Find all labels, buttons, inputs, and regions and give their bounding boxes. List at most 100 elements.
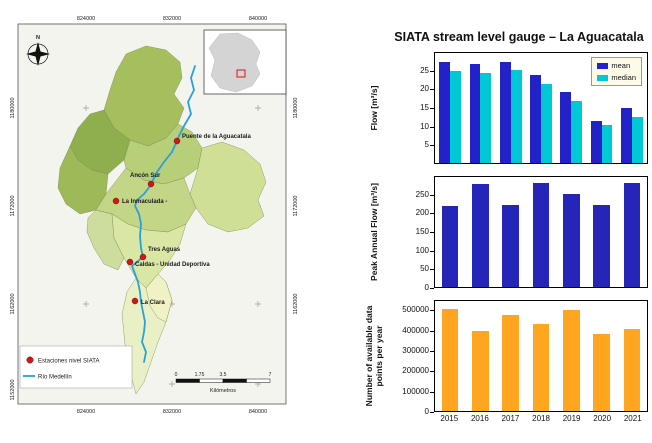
bar-data-points [623,329,641,411]
river-line [131,65,196,363]
bar-median [631,117,643,163]
station-dot [126,258,134,266]
legend-label: mean [611,61,631,70]
bar-median [510,69,522,163]
bar-median [601,124,613,163]
y-tick-label: 15 [420,103,434,112]
legend-river-label: Río Medellín [38,375,72,381]
legend-label: median [611,73,636,82]
station-dot [139,253,147,261]
bar-mean [620,108,632,163]
scale-segment [222,378,247,383]
coord-label: 1162000 [293,293,299,314]
y-tick-label: 200000 [402,366,434,376]
station-label: Tres Aguas [148,247,181,253]
bar-mean [590,120,602,163]
bar-peak-annual-flow [472,184,489,287]
station: Tres Aguas [139,247,181,261]
x-tick-label: 2015 [440,414,459,423]
y-tick-label: 25 [420,65,434,75]
y-axis-label: Flow [m³/s] [369,85,380,131]
coord-label: 832000 [163,16,181,22]
bar-peak-annual-flow [532,182,550,287]
bar-peak-annual-flow [441,206,459,287]
x-tick-label: 2021 [623,414,642,423]
bar-peak-annual-flow [623,182,641,287]
legend-swatch [597,62,609,69]
scale-label: 7 [269,372,272,378]
stations-layer: Puente de la Aguacatala Ancón Sur La Inm… [112,134,251,306]
legend-stations-label: Estaciones nivel SIATA [38,359,99,365]
coord-label: 1180000 [10,97,16,118]
station-label: La Inmaculada - [122,199,167,205]
inset-overview-map [203,29,287,95]
y-tick-label: 100 [415,245,435,255]
coord-label: 824000 [77,16,95,22]
map-legend: Estaciones nivel SIATA Río Medellín [19,345,133,389]
station-label: Puente de la Aguacatala [182,134,251,140]
bar-median [480,73,492,163]
bar-median [541,84,552,163]
y-axis-label-area: Flow [m³/s] [360,52,390,164]
coord-label: 1152000 [10,379,16,400]
bar-mean [530,75,541,163]
inset-landmass [208,32,261,93]
north-arrow: N [26,35,50,66]
legend-entry: median [597,73,636,82]
legend-entry: mean [597,61,636,70]
bar-peak-annual-flow [502,204,520,287]
coord-label: 832000 [163,409,181,415]
scale-label: 0 [175,372,178,378]
north-label: N [36,35,40,41]
coord-label: 840000 [249,16,267,22]
station-label: La Clara [141,300,165,306]
bar-data-points [532,324,550,411]
y-axis-ticks: 0 100000 200000 300000 400000 500000 [390,300,436,416]
bar-peak-annual-flow [593,204,610,287]
compass-star-icon [26,42,50,66]
legend-box [19,345,133,389]
bar-mean [469,64,481,163]
scale-segment [175,378,200,383]
y-tick-label: 50 [420,264,434,274]
y-tick-label: 20 [420,84,434,94]
watershed-subbasins [57,45,267,395]
bar-peak-annual-flow [562,193,580,287]
bar-data-points [593,334,610,411]
bar-data-points [441,309,459,411]
watershed-region [145,273,173,323]
y-axis-label-area: Peak Annual Flow [m³/s] [360,176,390,288]
legend-swatch [597,74,609,81]
scale-bar: 0 1.75 3.5 7 Kilómetros [175,372,272,394]
station: La Clara [131,297,165,306]
plot-area: mean median [434,52,648,164]
y-tick-label: 10 [420,121,434,131]
y-axis-label-area: Number of available data points per year [360,300,390,412]
scale-segment [199,378,224,383]
station-dot [173,137,181,145]
y-tick-label: 400000 [402,325,434,335]
station-label: Ancón Sur [130,173,161,179]
coord-label: 824000 [77,409,95,415]
charts-panel: SIATA stream level gauge – La Aguacatala… [360,30,648,435]
y-tick-label: 5 [424,140,436,150]
y-tick-label: 150 [415,227,435,236]
x-tick-label: 2020 [593,414,612,423]
bar-data-points [562,310,580,411]
bar-data-points [502,315,520,411]
grid-coordinates: 824000 832000 840000 824000 832000 84000… [10,16,299,415]
x-tick-label: 2018 [532,414,550,423]
x-tick-label: 2019 [562,414,581,423]
y-axis-label: Number of available data points per year [364,305,384,407]
scale-label: 1.75 [195,372,205,378]
coord-label: 1172000 [10,195,16,216]
scale-label: 3.5 [220,372,227,378]
watershed-map: 824000 832000 840000 824000 832000 84000… [10,16,299,415]
x-tick-label: 2017 [501,414,520,423]
scale-segment [246,378,271,383]
x-axis: 2015 2016 2017 2018 2019 2020 2021 [360,414,648,423]
y-tick-label: 300000 [402,345,434,355]
watershed-map-panel: 824000 832000 840000 824000 832000 84000… [8,10,304,434]
coord-label: 1172000 [293,195,299,216]
bar-median [450,71,462,163]
